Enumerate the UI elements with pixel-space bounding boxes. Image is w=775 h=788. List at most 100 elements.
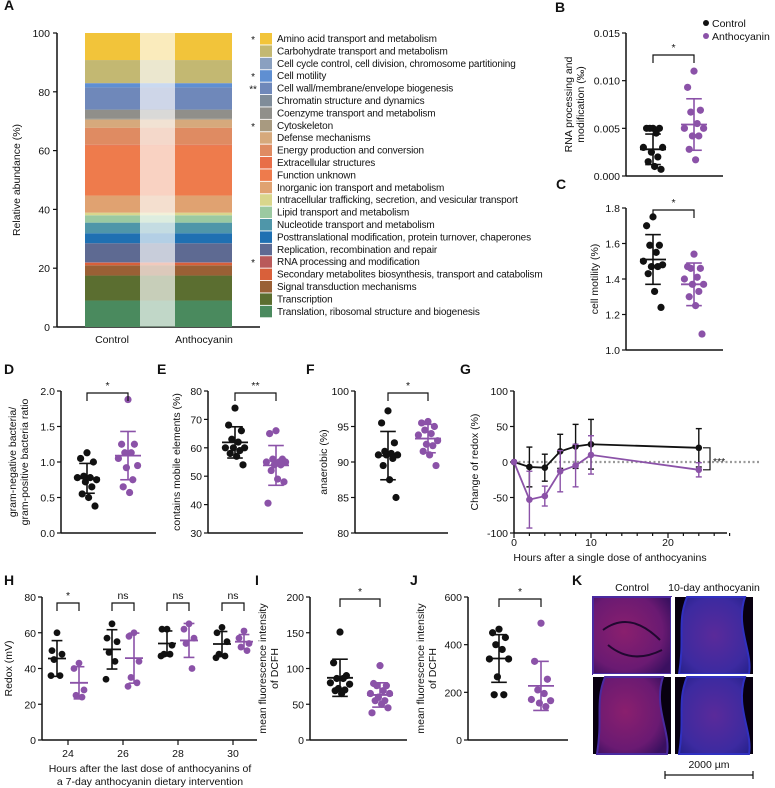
f-y-tick-label: 100 — [331, 386, 349, 398]
a-legend-swatch — [260, 107, 272, 119]
j-y-axis-label: of DCFH — [427, 648, 439, 689]
f-data-point — [419, 447, 427, 455]
g-data-point — [526, 463, 533, 471]
b-y-axis-label: modification (‰) — [575, 66, 587, 142]
k-tissue-fold — [602, 621, 661, 641]
g-data-point — [510, 458, 518, 466]
a-significance-marker: ** — [249, 85, 257, 96]
a-link-overlay — [140, 33, 175, 327]
j-data-point — [543, 675, 552, 683]
h-y-tick-label: 80 — [24, 592, 36, 604]
j-data-point — [527, 695, 536, 704]
h-significance-bracket — [111, 602, 135, 611]
f-data-point — [378, 419, 386, 427]
g-significance-label: *** — [713, 456, 725, 468]
h-data-point — [47, 672, 55, 680]
j-y-axis-label: mean fluorescence intensity — [415, 603, 427, 734]
a-legend-swatch — [260, 95, 272, 107]
j-data-point — [501, 633, 509, 642]
c-data-point — [695, 287, 703, 296]
j-y-tick-label: 0 — [456, 735, 462, 747]
h-data-point — [105, 649, 113, 656]
f-y-tick-label: 85 — [337, 493, 349, 505]
d-data-point — [85, 493, 93, 502]
a-legend-swatch — [260, 219, 272, 231]
a-legend-swatch — [260, 206, 272, 219]
c-y-tick-label: 1.0 — [605, 345, 620, 357]
panel-letter-j: J — [410, 572, 418, 588]
e-data-point — [267, 466, 275, 475]
h-data-point — [58, 650, 66, 658]
a-legend-swatch — [260, 194, 272, 206]
i-y-tick-label: 100 — [286, 664, 304, 676]
g-x-tick-label: 0 — [511, 537, 517, 549]
c-data-point — [690, 250, 698, 258]
k-tissue-section — [595, 676, 669, 755]
h-data-point — [53, 629, 61, 637]
h-x-tick-label: 26 — [117, 748, 129, 760]
b-y-tick-label: 0.000 — [594, 171, 620, 183]
g-significance-bracket — [703, 447, 711, 471]
e-significance-bracket — [234, 392, 277, 401]
legend-marker — [703, 20, 709, 26]
a-legend-label: Extracellular structures — [277, 158, 375, 169]
a-legend-label: Chromatin structure and dynamics — [277, 96, 425, 107]
c-data-point — [654, 262, 662, 271]
h-data-point — [72, 691, 80, 699]
h-x-axis-label: Hours after the last dose of anthocyanin… — [49, 763, 252, 775]
c-data-point — [696, 264, 705, 272]
a-bar-segment — [85, 262, 140, 266]
a-legend-swatch — [260, 82, 272, 95]
e-y-tick-label: 70 — [190, 414, 202, 426]
a-bar-segment — [85, 145, 140, 196]
a-legend-swatch — [260, 293, 272, 305]
panel-letter-e: E — [157, 361, 166, 377]
d-data-point — [122, 464, 130, 472]
a-bar-segment — [175, 215, 232, 223]
a-bar-segment — [175, 83, 232, 88]
a-legend-label: Translation, ribosomal structure and bio… — [277, 307, 480, 318]
a-bar-segment — [85, 222, 140, 234]
i-y-axis-label: mean fluorescence intensity — [257, 603, 269, 734]
i-y-tick-label: 200 — [286, 592, 304, 604]
j-significance-bracket — [498, 598, 542, 607]
h-x-tick-label: 28 — [172, 748, 184, 760]
b-data-point — [654, 153, 662, 161]
d-data-point — [127, 449, 135, 457]
j-significance-label: * — [518, 586, 522, 598]
b-data-point — [685, 145, 693, 153]
a-legend-label: Posttranslational modification, protein … — [277, 232, 531, 243]
a-bar-segment — [175, 60, 232, 83]
c-y-axis-label: cell motility (%) — [589, 244, 601, 315]
a-x-tick-label: Anthocyanin — [175, 334, 233, 346]
j-data-point — [535, 699, 544, 707]
h-data-point — [103, 634, 111, 642]
a-bar-segment — [175, 87, 232, 110]
i-data-point — [376, 662, 384, 670]
j-data-point — [500, 691, 508, 699]
e-data-point — [231, 404, 239, 412]
a-significance-marker: * — [251, 258, 255, 269]
a-bar-link — [140, 262, 175, 266]
g-y-tick-label: -50 — [493, 493, 508, 505]
h-data-point — [111, 657, 119, 665]
h-x-tick-label: 24 — [62, 748, 74, 760]
c-y-tick-label: 1.2 — [605, 310, 620, 322]
e-y-tick-label: 50 — [190, 471, 202, 483]
a-y-tick-label: 100 — [32, 28, 50, 40]
a-legend-swatch — [260, 231, 272, 243]
e-data-point — [264, 499, 272, 507]
d-y-tick-label: 2.0 — [40, 386, 55, 398]
a-bar-link — [140, 195, 175, 213]
f-y-tick-label: 90 — [337, 457, 349, 469]
e-data-point — [228, 435, 236, 443]
b-significance-bracket — [652, 54, 695, 63]
h-significance-bracket — [221, 602, 245, 611]
a-bar-segment — [85, 33, 140, 61]
g-y-tick-label: 50 — [496, 422, 508, 434]
d-y-tick-label: 1.5 — [40, 422, 55, 434]
h-data-point — [182, 640, 190, 647]
h-data-point — [235, 634, 243, 642]
h-data-point — [218, 623, 226, 631]
g-x-tick-label: 10 — [585, 537, 597, 549]
